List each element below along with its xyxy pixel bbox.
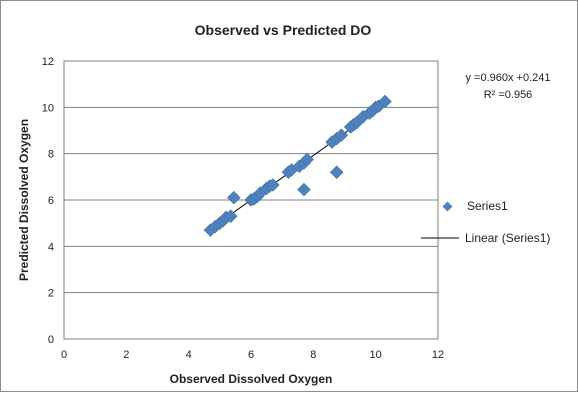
y-tick-label: 4 (48, 241, 54, 253)
y-tick-label: 0 (48, 334, 54, 346)
x-tick-label: 4 (186, 349, 192, 361)
data-point (297, 182, 311, 197)
x-tick-label: 6 (248, 349, 254, 361)
y-tick-label: 12 (42, 56, 54, 68)
r-squared-label: R² =0.956 (484, 89, 533, 101)
y-tick-label: 2 (48, 288, 54, 300)
legend: Series1 Linear (Series1) (421, 199, 550, 245)
data-point (223, 209, 238, 224)
legend-label-linear: Linear (Series1) (465, 231, 550, 245)
data-point (300, 152, 314, 167)
x-tick-label: 8 (310, 349, 316, 361)
legend-label-series1: Series1 (467, 199, 508, 213)
trendline-equation: y =0.960x +0.241 (465, 72, 550, 84)
x-axis-title: Observed Dissolved Oxygen (170, 372, 333, 386)
y-tick-label: 10 (42, 102, 54, 114)
x-tick-label: 10 (370, 349, 382, 361)
data-point (329, 165, 344, 180)
y-axis-title: Predicted Dissolved Oxygen (17, 119, 31, 281)
data-point (265, 178, 280, 192)
legend-marker-series1 (442, 201, 453, 212)
data-point (227, 190, 241, 205)
x-tick-label: 12 (432, 349, 444, 361)
plot-area-border (63, 60, 439, 340)
data-point (334, 128, 349, 142)
y-tick-label: 6 (48, 195, 54, 207)
x-tick-label: 0 (61, 349, 67, 361)
x-tick-label: 2 (123, 349, 129, 361)
data-points (203, 94, 392, 237)
chart-title: Observed vs Predicted DO (195, 22, 372, 38)
data-point (378, 94, 392, 109)
tick-labels: 0 2 4 6 8 10 12 0 2 4 6 8 10 12 (42, 56, 444, 361)
y-tick-label: 8 (48, 149, 54, 161)
